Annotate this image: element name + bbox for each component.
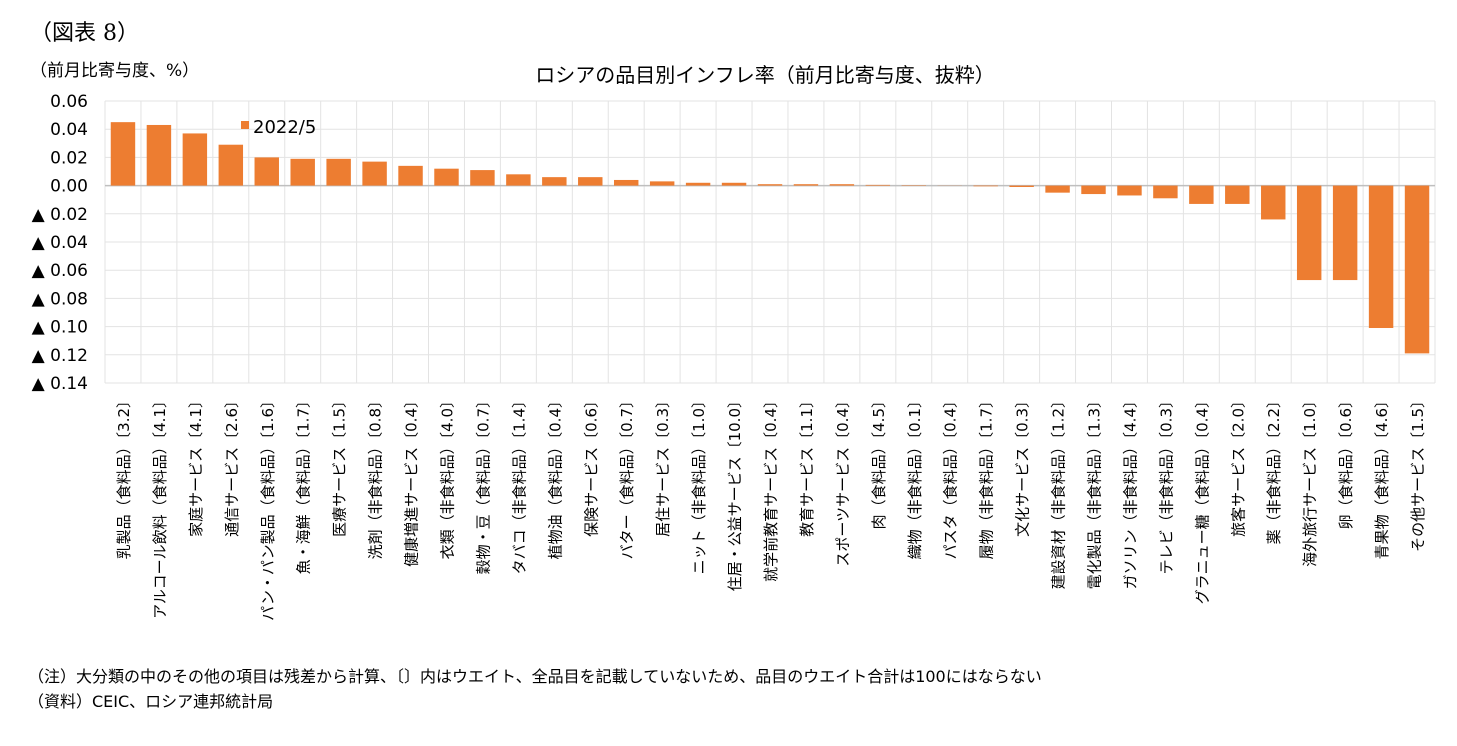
bar [219, 145, 243, 186]
x-tick-label: 乳製品（食料品）〔3.2〕 [115, 393, 133, 559]
x-tick-label: 保険サービス〔0.6〕 [582, 393, 600, 537]
x-tick-label: 住居・公益サービス〔10.0〕 [726, 393, 744, 591]
x-tick-label: ニット（非食料品）〔1.0〕 [690, 393, 708, 574]
bar [866, 185, 890, 186]
x-tick-label: 洗剤（非食料品）〔0.8〕 [367, 393, 385, 559]
bar [973, 186, 997, 187]
bar [1045, 186, 1069, 193]
x-tick-label: 通信サービス〔2.6〕 [223, 393, 241, 537]
bar [398, 166, 422, 186]
bar [506, 174, 530, 185]
x-tick-label: 卵（食料品）〔0.6〕 [1337, 393, 1355, 529]
bar [1297, 186, 1321, 280]
x-tick-label: 穀物・豆（食料品）〔0.7〕 [474, 393, 492, 574]
y-tick-label: 0.00 [50, 177, 88, 197]
bar [1261, 186, 1285, 220]
x-tick-label: 履物（非食料品）〔1.7〕 [978, 393, 996, 559]
bar [1153, 186, 1177, 199]
legend-label: 2022/5 [253, 117, 316, 138]
chart-title: ロシアの品目別インフレ率（前月比寄与度、抜粋） [535, 63, 994, 87]
x-tick-label: 薬（非食料品）〔2.2〕 [1265, 393, 1283, 544]
x-tick-label: 織物（非食料品）〔0.1〕 [906, 393, 924, 559]
bar [542, 177, 566, 185]
y-axis-label: （前月比寄与度、%） [30, 61, 199, 81]
y-tick-label: ▲ 0.12 [32, 346, 88, 366]
y-tick-label: 0.04 [50, 120, 88, 140]
y-tick-label: ▲ 0.06 [32, 261, 88, 281]
x-tick-label: 教育サービス〔1.1〕 [798, 393, 816, 537]
x-tick-label: その他サービス〔1.5〕 [1409, 393, 1427, 552]
bar [578, 177, 602, 185]
x-tick-label: アルコール飲料（食料品）〔4.1〕 [151, 393, 169, 619]
bar [1405, 186, 1429, 354]
bar [1081, 186, 1105, 194]
x-tick-label: 青果物（食料品）〔4.6〕 [1373, 393, 1391, 559]
bar [434, 169, 458, 186]
x-tick-label: 就学前教育サービス〔0.4〕 [762, 393, 780, 582]
bar [255, 157, 279, 185]
x-tick-label: 魚・海鮮（食料品）〔1.7〕 [295, 393, 313, 574]
x-tick-label: 医療サービス〔1.5〕 [331, 393, 349, 537]
bar [1369, 186, 1393, 328]
x-tick-label: 文化サービス〔0.3〕 [1014, 393, 1032, 537]
note: （注）大分類の中のその他の項目は残差から計算、〔〕内はウエイト、全品目を記載して… [28, 667, 1042, 686]
bar [794, 184, 818, 185]
bar [147, 125, 171, 186]
y-tick-label: ▲ 0.08 [32, 289, 88, 309]
legend-swatch [241, 121, 249, 129]
x-tick-label: タバコ（非食料品）〔1.4〕 [510, 393, 528, 574]
x-tick-label: グラニュー糖（食料品）〔0.4〕 [1193, 393, 1211, 604]
x-tick-label: 植物油（食料品）〔0.4〕 [546, 393, 564, 559]
bar [1189, 186, 1213, 204]
x-tick-label: パスタ（食料品）〔0.4〕 [942, 393, 960, 559]
y-tick-label: ▲ 0.10 [32, 318, 88, 338]
x-tick-label: 居住サービス〔0.3〕 [654, 393, 672, 537]
x-tick-label: ガソリン（非食料品）〔4.4〕 [1121, 393, 1139, 589]
y-tick-label: 0.02 [50, 148, 88, 168]
bar [1117, 186, 1141, 196]
bar [183, 133, 207, 185]
x-tick-label: 肉（食料品）〔4.5〕 [870, 393, 888, 529]
x-tick-label: 建設資材（非食料品）〔1.2〕 [1050, 393, 1068, 589]
bar [470, 170, 494, 186]
bar [722, 183, 746, 186]
y-tick-label: ▲ 0.02 [32, 205, 88, 225]
x-tick-label: 旅客サービス〔2.0〕 [1229, 393, 1247, 537]
bar [650, 181, 674, 185]
x-tick-label: 健康増進サービス〔0.4〕 [403, 393, 421, 567]
bar [686, 183, 710, 186]
y-tick-label: ▲ 0.04 [32, 233, 88, 253]
x-tick-label: テレビ（非食料品）〔0.3〕 [1157, 393, 1175, 574]
bar [1009, 186, 1033, 187]
x-tick-label: 家庭サービス〔4.1〕 [187, 393, 205, 537]
x-tick-label: スポーツサービス〔0.4〕 [834, 393, 852, 567]
bar [290, 159, 314, 186]
bar [111, 122, 135, 185]
figure-label: （図表 8） [30, 21, 139, 46]
x-tick-label: 海外旅行サービス〔1.0〕 [1301, 393, 1319, 567]
source: （資料）CEIC、ロシア連邦統計局 [28, 692, 273, 711]
y-tick-label: 0.06 [50, 92, 88, 112]
x-tick-label: バター（食料品）〔0.7〕 [618, 393, 636, 559]
bar [830, 184, 854, 185]
bar [1333, 186, 1357, 280]
bar [1225, 186, 1249, 204]
bar [362, 162, 386, 186]
bar [758, 184, 782, 185]
x-tick-label: 衣類（非食料品）〔4.0〕 [438, 393, 456, 559]
x-tick-label: パン・パン製品（食料品）〔1.6〕 [259, 393, 277, 621]
bar [614, 180, 638, 186]
y-tick-label: ▲ 0.14 [32, 374, 88, 394]
x-tick-label: 電化製品（非食料品）〔1.3〕 [1086, 393, 1104, 589]
bar [326, 159, 350, 186]
